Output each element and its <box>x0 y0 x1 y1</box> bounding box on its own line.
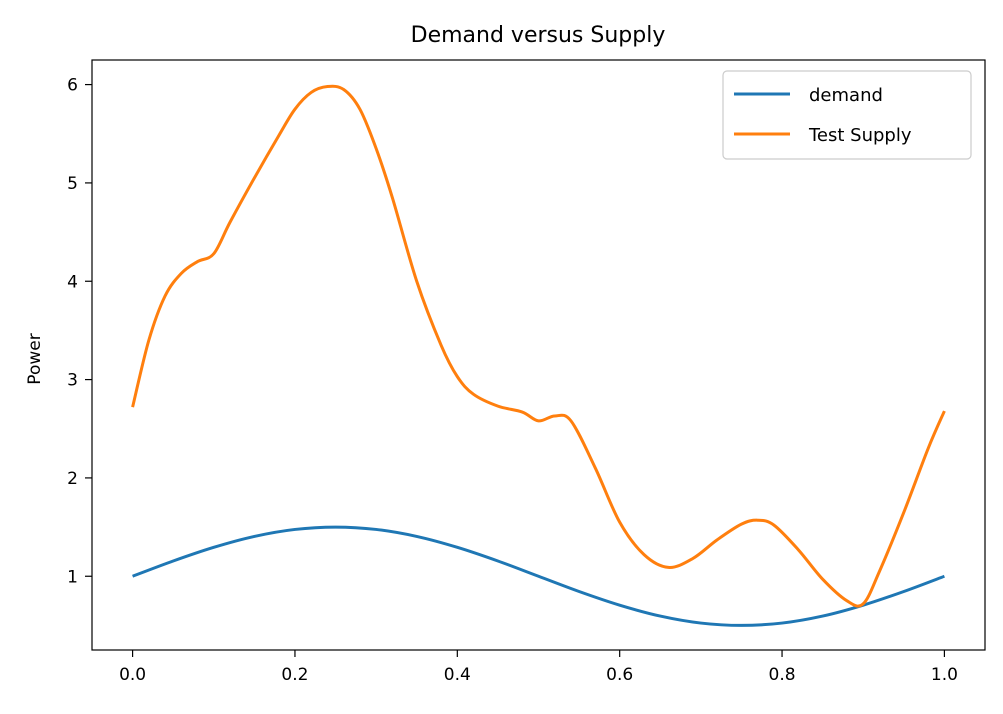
plot-lines <box>131 84 946 627</box>
y-axis-label: Power <box>25 333 45 384</box>
x-ticks: 0.0 0.2 0.4 0.6 0.8 1.0 <box>119 650 958 685</box>
y-tick-label: 1 <box>67 567 78 587</box>
y-ticks: 1 2 3 4 5 6 <box>67 76 92 587</box>
legend: demand Test Supply <box>722 70 972 160</box>
y-tick-label: 2 <box>67 469 78 489</box>
chart-title: Demand versus Supply <box>411 23 666 48</box>
y-tick-label: 4 <box>67 272 78 292</box>
legend-label: Test Supply <box>808 125 912 146</box>
x-tick-label: 0.0 <box>119 665 146 685</box>
x-tick-label: 0.6 <box>606 665 633 685</box>
x-tick-label: 0.8 <box>769 665 796 685</box>
plot-frame <box>91 59 986 651</box>
x-tick-label: 0.4 <box>444 665 471 685</box>
series-line-1 <box>131 84 946 608</box>
legend-label: demand <box>809 85 883 106</box>
x-tick-label: 0.2 <box>281 665 308 685</box>
y-tick-label: 6 <box>67 76 78 96</box>
y-tick-label: 3 <box>67 371 78 391</box>
y-tick-label: 5 <box>67 174 78 194</box>
x-tick-label: 1.0 <box>931 665 958 685</box>
series-line-0 <box>132 525 945 627</box>
